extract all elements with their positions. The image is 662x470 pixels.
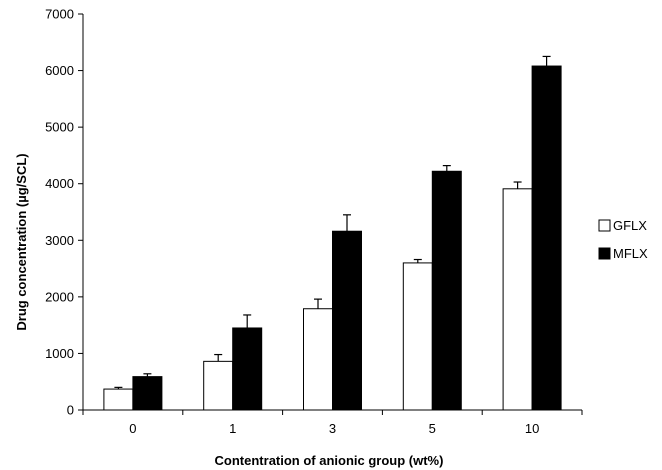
y-tick-label: 6000 xyxy=(45,63,74,78)
x-tick-label: 3 xyxy=(329,421,336,436)
y-tick-label: 3000 xyxy=(45,233,74,248)
bar-gflx xyxy=(402,262,433,411)
y-tick-label: 1000 xyxy=(45,346,74,361)
bar-gflx xyxy=(103,388,134,411)
x-axis-title: Contentration of anionic group (wt%) xyxy=(215,453,444,468)
y-tick-label: 2000 xyxy=(45,289,74,304)
legend-swatch-gflx xyxy=(598,219,611,232)
plot-area: 0 1000 2000 3000 4000 5000 6000 7000 0 1 3 5 10 xyxy=(45,7,583,436)
bar-mflx xyxy=(332,230,362,411)
bar-gflx xyxy=(502,188,533,411)
legend-swatch-mflx xyxy=(598,247,611,260)
bar-mflx xyxy=(531,65,562,411)
x-tick-label: 10 xyxy=(525,421,539,436)
x-tick-label: 5 xyxy=(429,421,436,436)
bar-mflx xyxy=(431,170,462,411)
x-tick-label: 0 xyxy=(129,421,136,436)
legend: GFLX MFLX xyxy=(598,218,648,261)
legend-label-gflx: GFLX xyxy=(613,218,647,233)
y-tick-label: 5000 xyxy=(45,120,74,135)
legend-label-mflx: MFLX xyxy=(613,246,648,261)
y-tick-label: 0 xyxy=(67,403,74,418)
y-tick-label: 7000 xyxy=(45,7,74,22)
bar-mflx xyxy=(132,376,163,411)
y-tick-label: 4000 xyxy=(45,176,74,191)
bar-gflx xyxy=(303,308,333,411)
bar-mflx xyxy=(232,327,263,411)
y-axis-title: Drug concentration (µg/SCL) xyxy=(14,153,29,330)
x-tick-label: 1 xyxy=(229,421,236,436)
bar-gflx xyxy=(203,360,234,411)
